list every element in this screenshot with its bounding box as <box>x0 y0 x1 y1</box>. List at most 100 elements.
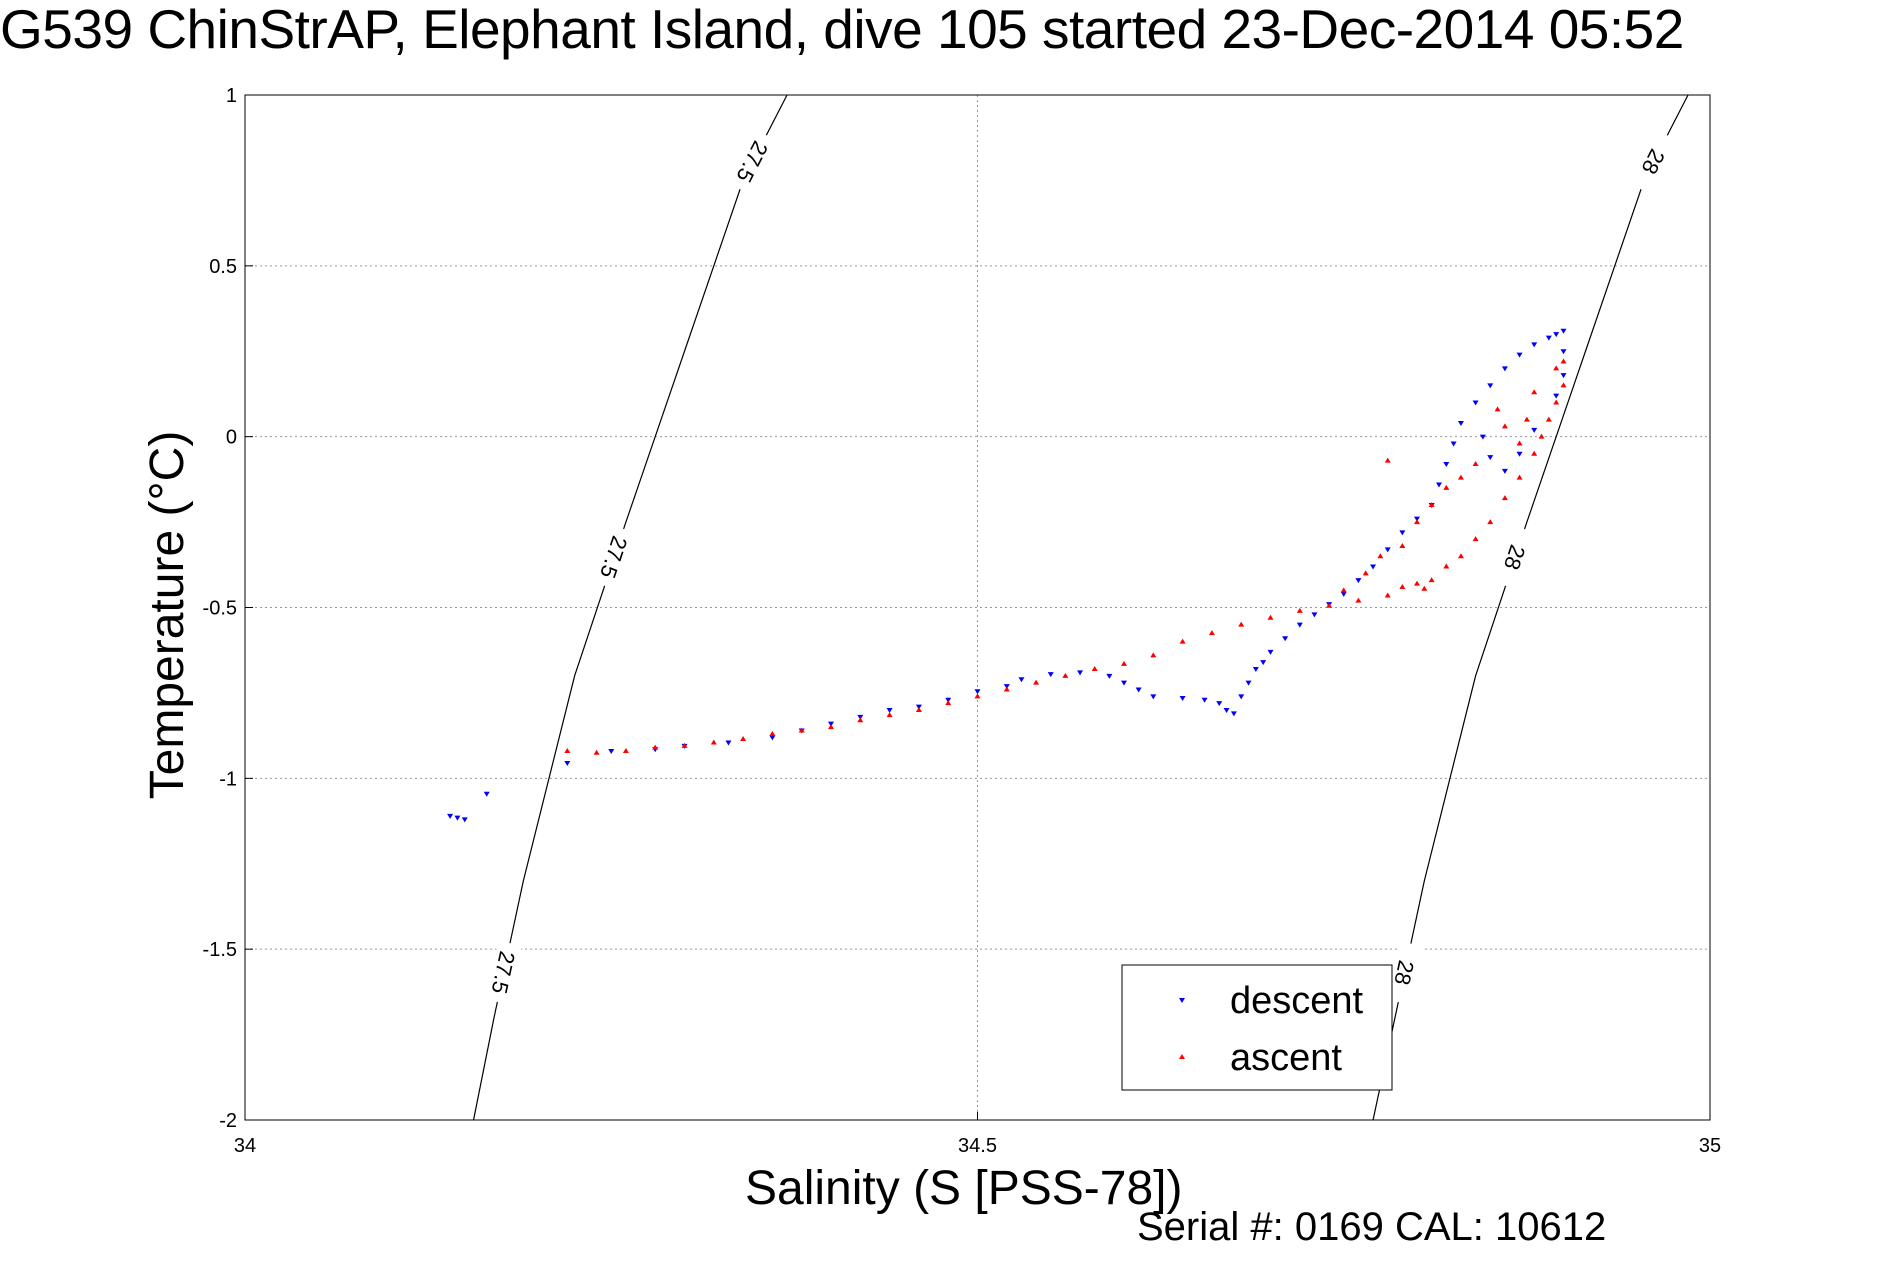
ascent-point <box>974 693 981 699</box>
contour-label-gap <box>1494 525 1536 590</box>
ascent-point <box>593 749 600 755</box>
data-points <box>447 328 1567 823</box>
grid-lines <box>244 94 1711 1121</box>
descent-point <box>1282 636 1289 642</box>
ascent-point <box>1355 597 1362 603</box>
ascent-point <box>1091 666 1098 671</box>
ascent-point <box>1421 585 1428 591</box>
descent-point <box>769 735 776 741</box>
descent-point <box>1501 366 1508 372</box>
ascent-point <box>1238 621 1245 627</box>
ascent-point <box>769 730 776 736</box>
ascent-point <box>1428 577 1435 583</box>
descent-point <box>1201 697 1208 703</box>
y-tick-label: 0 <box>226 427 237 449</box>
ascent-point <box>1150 652 1157 658</box>
descent-point <box>1340 591 1347 597</box>
descent-point <box>608 749 615 754</box>
descent-point <box>447 813 454 819</box>
descent-point <box>1370 564 1377 570</box>
ascent-point <box>1414 519 1420 525</box>
ascent-point <box>1516 474 1523 480</box>
descent-point <box>725 740 732 746</box>
descent-point <box>1179 696 1186 702</box>
descent-point <box>1560 349 1567 355</box>
ascent-point <box>1531 389 1538 395</box>
ascent-point <box>1560 382 1567 388</box>
ascent-point <box>740 736 747 742</box>
contour-label: 27.5 <box>595 533 632 582</box>
legend-marker-descent <box>1179 998 1185 1003</box>
descent-point <box>1018 677 1025 683</box>
descent-point <box>1252 667 1259 672</box>
ascent-point <box>652 744 659 750</box>
ascent-point <box>1340 587 1347 593</box>
descent-point <box>1560 373 1567 379</box>
descent-point <box>1223 708 1230 713</box>
ascent-point <box>710 739 717 745</box>
contour-label-gap <box>728 129 778 195</box>
descent-point <box>1106 673 1113 679</box>
descent-point <box>1553 332 1560 338</box>
descent-point <box>1267 649 1274 655</box>
descent-point <box>1450 441 1457 447</box>
y-axis-label: Temperature (°C) <box>141 430 194 800</box>
ascent-point <box>1472 536 1479 542</box>
ascent-point <box>886 712 893 718</box>
ascent-point <box>1121 660 1127 666</box>
descent-point <box>483 791 490 797</box>
descent-point <box>1487 383 1494 389</box>
ascent-point <box>1377 553 1384 559</box>
descent-point <box>1296 622 1303 628</box>
ascent-point <box>1487 519 1494 525</box>
ascent-point <box>1560 358 1567 364</box>
ascent-point <box>1179 638 1186 644</box>
legend-box <box>1121 964 1393 1091</box>
legend-label-ascent: ascent <box>1230 1037 1342 1079</box>
ascent-point <box>564 748 571 753</box>
ascent-point <box>1545 416 1552 422</box>
descent-point <box>1443 462 1450 467</box>
ascent-point <box>915 707 922 712</box>
ascent-point <box>1428 502 1435 507</box>
ascent-point <box>1362 570 1369 576</box>
ascent-point <box>1384 592 1391 598</box>
y-tick-label: 1 <box>226 85 237 107</box>
descent-point <box>1245 680 1252 686</box>
ascent-point <box>1033 679 1040 685</box>
descent-point <box>1150 694 1157 700</box>
legend-marker-ascent <box>1179 1054 1185 1059</box>
ascent-point <box>1457 474 1464 480</box>
descent-point <box>1501 468 1508 474</box>
descent-point <box>1472 400 1479 406</box>
chart-title: G539 ChinStrAP, Elephant Island, dive 10… <box>0 0 1684 60</box>
x-tick-label: 35 <box>1699 1135 1721 1157</box>
descent-point <box>974 689 981 695</box>
contour-label-gap <box>1629 129 1678 195</box>
ascent-point <box>1501 495 1508 501</box>
ascent-point <box>1399 543 1406 548</box>
contour-label-gap <box>1386 940 1423 1005</box>
axis-ticks: 34 34.5 35 1 0.5 0 -0.5 -1 -1.5 -2 <box>203 85 1722 1157</box>
ascent-point <box>1326 602 1333 608</box>
y-tick-label: 0.5 <box>209 256 237 278</box>
descent-point <box>1399 530 1406 536</box>
descent-point <box>1135 687 1142 693</box>
contour-label: 27.5 <box>486 949 519 996</box>
ascent-point <box>1523 416 1530 422</box>
y-tick-label: -2 <box>219 1110 237 1132</box>
ascent-point <box>1494 406 1501 412</box>
serial-cal-footer: Serial #: 0169 CAL: 10612 <box>1137 1205 1607 1249</box>
descent-point <box>1077 670 1084 676</box>
x-axis-label: Salinity (S [PSS-78]) <box>745 1162 1183 1215</box>
ascent-point <box>1384 457 1391 463</box>
ascent-point <box>1399 584 1406 589</box>
contour-label-gap <box>485 940 522 1005</box>
descent-point <box>1260 660 1267 666</box>
ascent-point <box>1003 686 1010 692</box>
ascent-point <box>1443 563 1450 569</box>
y-tick-label: -0.5 <box>203 598 237 620</box>
ascent-point <box>1062 672 1069 678</box>
ascent-point <box>1531 450 1538 456</box>
